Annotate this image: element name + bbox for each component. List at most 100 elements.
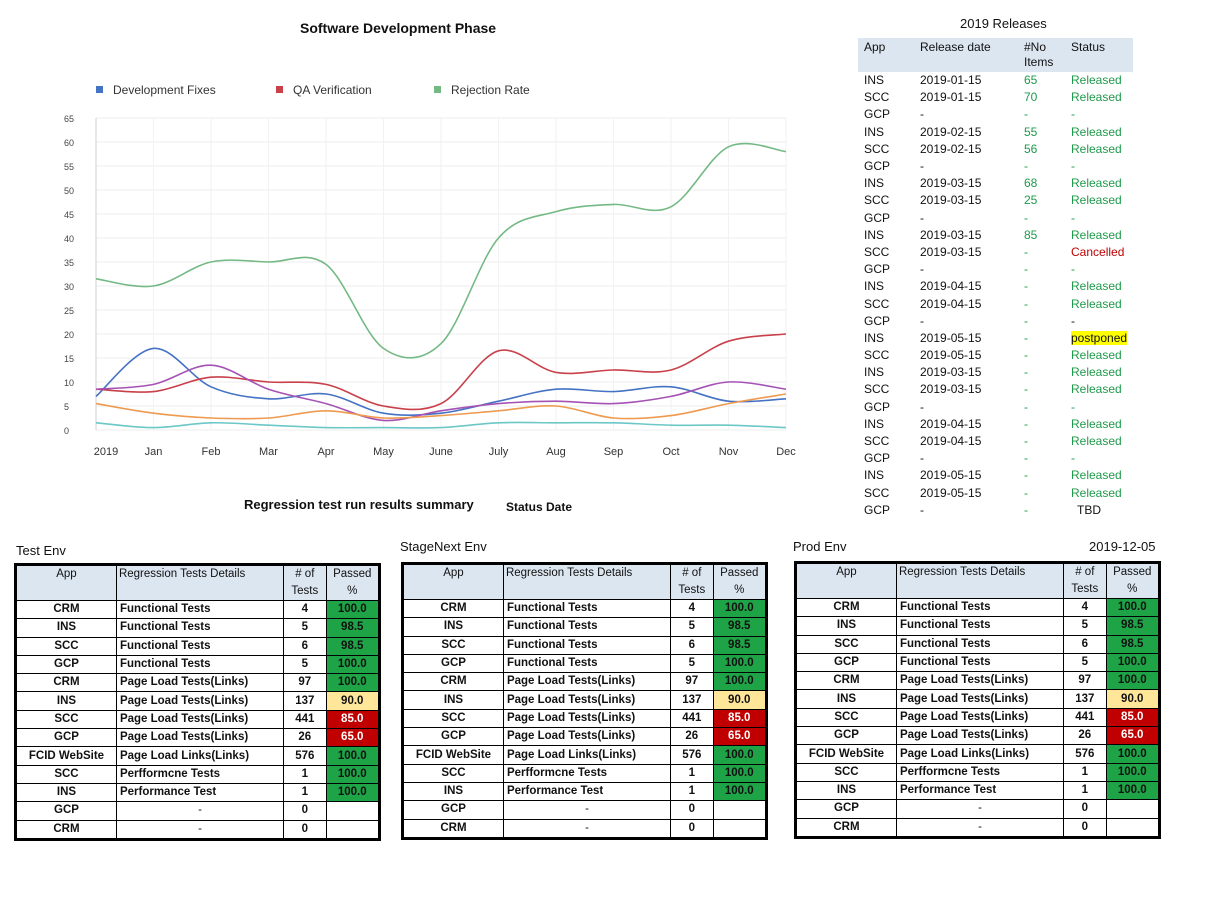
env-row: GCP Page Load Tests(Links) 26 65.0 bbox=[16, 728, 379, 748]
status-date-value: 2019-12-05 bbox=[1089, 539, 1156, 554]
env-passed: 65.0 bbox=[712, 727, 766, 747]
env-app: CRM bbox=[403, 598, 504, 619]
release-items: 65 bbox=[1024, 73, 1038, 88]
env-app: GCP bbox=[16, 728, 117, 748]
env-tests: 1 bbox=[670, 763, 714, 783]
release-app: SCC bbox=[864, 434, 890, 449]
env-header-label: Tests bbox=[678, 584, 706, 596]
release-app: SCC bbox=[864, 382, 890, 397]
legend-label: Development Fixes bbox=[113, 83, 216, 97]
release-status-text: - bbox=[1071, 399, 1075, 414]
release-status: Released bbox=[1065, 381, 1133, 398]
env-app: CRM bbox=[796, 597, 897, 618]
env-tests: 576 bbox=[670, 745, 714, 765]
x-tick-label: Nov bbox=[719, 446, 739, 458]
env-header-row: App Regression Tests Details # of Tests Pa… bbox=[16, 565, 379, 601]
env-label-test: Test Env bbox=[16, 543, 66, 558]
release-items: - bbox=[1024, 159, 1028, 174]
release-row: INS 2019-05-15 - postponed bbox=[858, 330, 1133, 347]
env-row: CRM -0 bbox=[16, 819, 379, 839]
env-details: Page Load Tests(Links) bbox=[502, 727, 672, 747]
env-tests: 576 bbox=[283, 746, 327, 766]
env-row: GCP Functional Tests 5 100.0 bbox=[403, 653, 766, 674]
y-tick-label: 50 bbox=[64, 186, 74, 196]
env-details: - bbox=[502, 818, 672, 838]
env-details: Page Load Tests(Links) bbox=[115, 673, 285, 693]
series-line-3 bbox=[95, 142, 787, 359]
env-details: Functional Tests bbox=[502, 653, 672, 674]
y-tick-label: 40 bbox=[64, 234, 74, 244]
x-tick-label: 2019 bbox=[94, 446, 118, 458]
release-items: 56 bbox=[1024, 141, 1038, 156]
env-header-label: % bbox=[734, 584, 745, 596]
release-items: 85 bbox=[1024, 227, 1038, 242]
env-tests: 26 bbox=[670, 727, 714, 747]
release-app: GCP bbox=[864, 159, 891, 174]
env-header-label: App bbox=[56, 568, 77, 580]
env-row: GCP -0 bbox=[796, 799, 1159, 819]
release-status-text: - bbox=[1071, 159, 1075, 174]
release-date: - bbox=[920, 210, 924, 225]
release-status-text: Released bbox=[1071, 176, 1122, 191]
env-row: FCID WebSite Page Load Links(Links) 576 100… bbox=[16, 746, 379, 766]
release-status-text: Released bbox=[1071, 90, 1122, 105]
env-passed: 100.0 bbox=[1105, 762, 1159, 782]
env-details: Functional Tests bbox=[502, 635, 672, 655]
legend-swatch bbox=[434, 86, 441, 93]
release-items: - bbox=[1024, 399, 1028, 414]
release-status-text: Released bbox=[1071, 296, 1122, 311]
release-date: 2019-05-15 bbox=[920, 485, 982, 500]
release-date: 2019-03-15 bbox=[920, 244, 982, 259]
release-date: 2019-05-15 bbox=[920, 348, 982, 363]
env-details: Functional Tests bbox=[115, 618, 285, 638]
release-app: GCP bbox=[864, 399, 891, 414]
env-header-label: Regression Tests Details bbox=[898, 566, 1026, 578]
env-header-details: Regression Tests Details bbox=[895, 563, 1065, 599]
env-table-stagenext: App Regression Tests Details # of Tests Pa… bbox=[403, 564, 766, 838]
release-status: Released bbox=[1065, 416, 1133, 433]
release-row: SCC 2019-05-15 - Released bbox=[858, 347, 1133, 364]
env-row: INS Functional Tests 5 98.5 bbox=[16, 618, 379, 638]
env-details: Functional Tests bbox=[895, 616, 1065, 636]
env-details: Page Load Tests(Links) bbox=[502, 672, 672, 692]
env-passed bbox=[1105, 799, 1159, 819]
env-row: GCP Page Load Tests(Links) 26 65.0 bbox=[403, 727, 766, 747]
release-row: INS 2019-01-15 65 Released bbox=[858, 72, 1133, 89]
y-tick-label: 65 bbox=[64, 114, 74, 124]
env-passed: 100.0 bbox=[712, 745, 766, 765]
release-date: 2019-04-15 bbox=[920, 296, 982, 311]
env-tests: 26 bbox=[283, 728, 327, 748]
env-tests: 0 bbox=[283, 819, 327, 839]
x-tick-label: Aug bbox=[546, 446, 566, 458]
env-header-label: Passed bbox=[720, 567, 759, 579]
release-row: INS 2019-05-15 - Released bbox=[858, 467, 1133, 484]
release-status: Released bbox=[1065, 141, 1133, 158]
env-passed: 85.0 bbox=[325, 709, 379, 730]
release-date: 2019-05-15 bbox=[920, 330, 982, 345]
env-tests: 97 bbox=[283, 673, 327, 693]
env-header-label: Tests bbox=[1071, 583, 1099, 595]
env-app: SCC bbox=[16, 709, 117, 730]
release-row: INS 2019-04-15 - Released bbox=[858, 278, 1133, 295]
env-header-row: App Regression Tests Details # of Tests Pa… bbox=[403, 564, 766, 600]
y-tick-label: 15 bbox=[64, 354, 74, 364]
release-status-text: postponed bbox=[1071, 330, 1128, 345]
env-app: CRM bbox=[796, 671, 897, 691]
release-date: 2019-05-15 bbox=[920, 468, 982, 483]
env-header-row: App Regression Tests Details # of Tests Pa… bbox=[796, 563, 1159, 599]
release-status: - bbox=[1065, 106, 1133, 123]
env-app: GCP bbox=[403, 653, 504, 674]
env-passed: 90.0 bbox=[1105, 689, 1159, 709]
release-items: - bbox=[1024, 107, 1028, 122]
env-details: Functional Tests bbox=[895, 634, 1065, 654]
env-row: INS Functional Tests 5 98.5 bbox=[796, 616, 1159, 636]
release-status-text: TBD bbox=[1077, 502, 1101, 517]
series-line-5 bbox=[95, 393, 787, 420]
env-header-label: App bbox=[443, 567, 464, 579]
env-row: CRM Functional Tests 4 100.0 bbox=[16, 599, 379, 620]
series-line-4 bbox=[95, 364, 787, 422]
env-app: SCC bbox=[403, 763, 504, 783]
release-row: INS 2019-04-15 - Released bbox=[858, 416, 1133, 433]
releases-header-items-line2: Items bbox=[1024, 55, 1054, 69]
release-date: 2019-03-15 bbox=[920, 365, 982, 380]
